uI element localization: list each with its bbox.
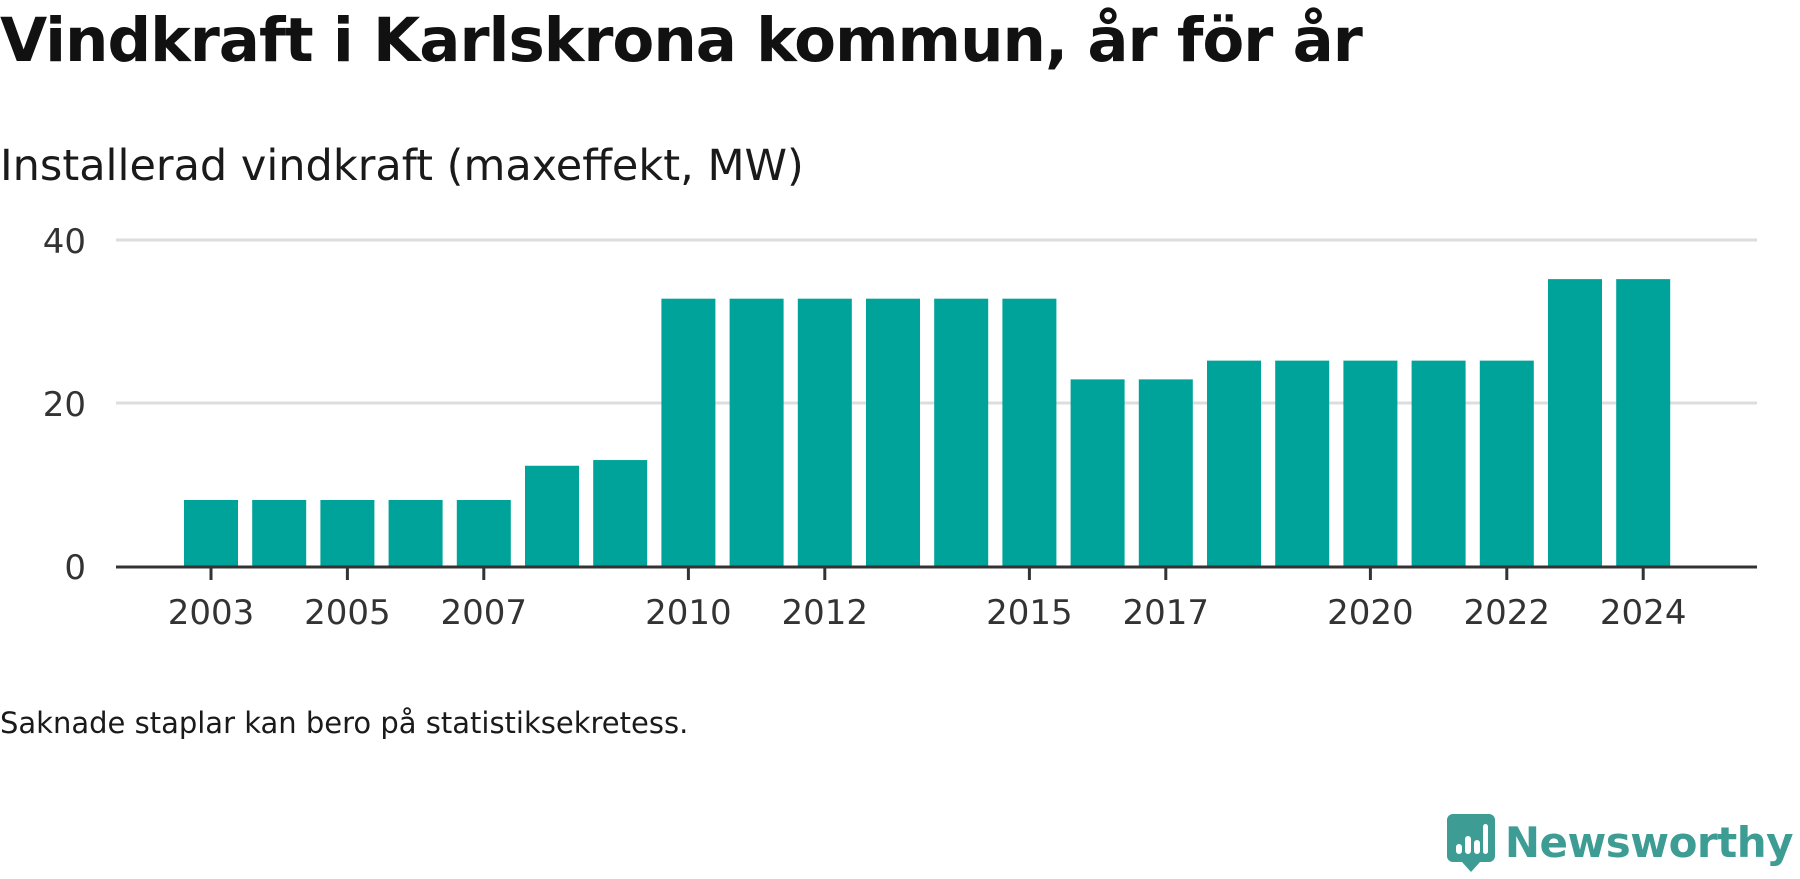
bar-2003 [184, 499, 238, 566]
x-tick-label: 2007 [441, 593, 528, 633]
newsworthy-logo-icon [1446, 814, 1495, 872]
bar-2006 [388, 499, 443, 566]
bar-2007 [456, 499, 511, 566]
x-tick-label: 2012 [782, 593, 869, 633]
bar-2014 [934, 298, 989, 566]
chart-title: Vindkraft i Karlskrona kommun, år för år [0, 5, 1363, 76]
x-tick-label: 2022 [1464, 593, 1551, 633]
x-tick-label: 2003 [168, 593, 255, 633]
bars [184, 279, 1671, 566]
brand-logo: Newsworthy [1446, 813, 1794, 873]
bar-2008 [525, 465, 579, 566]
bar-2020 [1343, 360, 1398, 566]
bar-2012 [797, 298, 852, 566]
x-tick-labels: 2003 2005 2007 2010 2012 2015 2017 2020 2022 2024 [168, 593, 1687, 633]
x-tick-label: 2015 [986, 593, 1073, 633]
bar-2017 [1138, 379, 1193, 566]
x-tick-label: 2010 [645, 593, 732, 633]
x-axis [116, 565, 1757, 580]
bar-2023 [1548, 279, 1602, 566]
bar-2004 [252, 499, 307, 566]
bar-2024 [1616, 279, 1671, 566]
x-tick-label: 2017 [1123, 593, 1210, 633]
bar-2009 [593, 460, 648, 566]
bar-2015 [1002, 298, 1057, 566]
bar-2019 [1275, 360, 1330, 566]
y-tick-label: 0 [64, 548, 86, 588]
x-tick-label: 2024 [1600, 593, 1687, 633]
bar-2016 [1070, 379, 1125, 566]
bar-2011 [729, 298, 784, 566]
chart-subtitle: Installerad vindkraft (maxeffekt, MW) [0, 141, 804, 191]
y-tick-label: 40 [43, 222, 86, 262]
footnote: Saknade staplar kan bero på statistiksek… [0, 706, 689, 740]
bar-2013 [866, 298, 920, 566]
brand-name: Newsworthy [1504, 818, 1794, 867]
bar-2021 [1411, 360, 1466, 566]
x-tick-label: 2020 [1327, 593, 1414, 633]
y-tick-label: 20 [43, 385, 86, 425]
y-tick-labels: 0 20 40 [43, 222, 86, 588]
x-tick-label: 2005 [304, 593, 391, 633]
bar-2010 [661, 298, 716, 566]
bar-2022 [1479, 360, 1534, 566]
bar-2005 [320, 499, 375, 566]
bar-2018 [1207, 360, 1261, 566]
